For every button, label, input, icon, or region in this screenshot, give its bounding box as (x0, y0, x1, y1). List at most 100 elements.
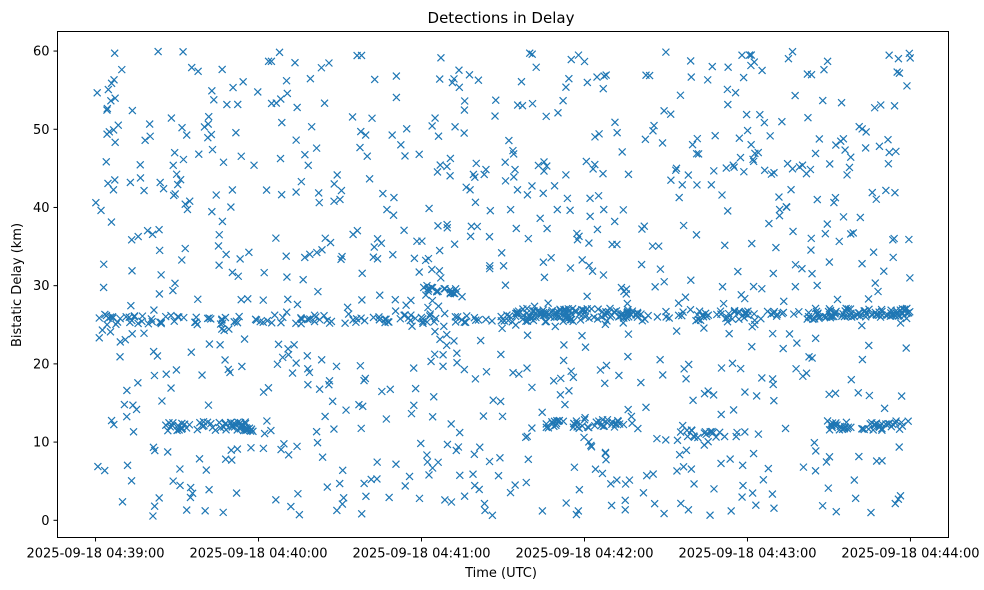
data-point (505, 312, 514, 320)
data-point (844, 305, 853, 313)
data-point (326, 238, 335, 247)
data-point (466, 185, 474, 194)
data-point (186, 483, 195, 492)
data-point (283, 273, 291, 281)
data-point (333, 170, 342, 179)
x-tick-label: 2025-09-18 04:39:00 (26, 547, 164, 562)
data-point (605, 308, 613, 317)
data-point (155, 290, 164, 298)
data-point (580, 415, 589, 424)
data-point (388, 131, 397, 139)
y-axis-title: Bistatic Delay (km) (10, 223, 25, 347)
data-point (128, 329, 137, 338)
data-point (518, 101, 527, 110)
data-point (136, 160, 145, 169)
data-point (837, 98, 846, 107)
data-point (297, 313, 305, 322)
data-point (728, 315, 737, 323)
data-point (425, 471, 433, 479)
data-point (215, 418, 224, 427)
data-point (454, 443, 463, 451)
data-point (95, 314, 104, 322)
data-point (759, 475, 768, 484)
data-point (570, 463, 579, 472)
data-point (572, 229, 581, 238)
data-point (846, 423, 855, 432)
data-point (673, 466, 681, 475)
data-point (485, 264, 494, 273)
data-point (205, 485, 213, 494)
data-point (729, 161, 738, 170)
data-point (553, 205, 562, 214)
data-point (267, 318, 276, 327)
data-point (305, 368, 314, 377)
data-point (497, 312, 506, 321)
data-point (511, 321, 520, 329)
data-point (332, 506, 341, 515)
data-point (315, 198, 324, 207)
data-point (129, 427, 138, 436)
data-point (488, 511, 497, 520)
data-point (612, 419, 620, 428)
data-point (636, 378, 645, 387)
data-point (576, 316, 585, 324)
data-point (680, 364, 689, 373)
data-point (747, 140, 756, 149)
data-point (187, 348, 196, 357)
data-point (501, 281, 510, 290)
data-point (284, 344, 292, 353)
data-point (411, 314, 420, 323)
data-point (104, 85, 113, 94)
data-point (297, 177, 306, 186)
data-point (470, 481, 479, 490)
data-point (149, 306, 158, 314)
data-point (187, 63, 196, 72)
data-point (460, 106, 469, 114)
data-point (215, 230, 224, 239)
data-point (739, 167, 748, 176)
data-point (610, 217, 619, 226)
data-point (200, 123, 209, 131)
data-point (221, 355, 229, 364)
x-axis-title: Time (UTC) (464, 566, 537, 581)
data-point (614, 312, 623, 321)
data-point (656, 355, 665, 364)
chart-title: Detections in Delay (428, 9, 575, 27)
data-point (247, 443, 255, 452)
data-point (175, 465, 184, 473)
data-point (799, 463, 808, 472)
data-point (531, 313, 540, 322)
data-point (185, 197, 194, 206)
data-point (522, 478, 531, 487)
data-point (233, 445, 242, 453)
data-point (895, 443, 904, 451)
data-point (509, 172, 518, 181)
data-point (597, 312, 606, 321)
data-point (443, 223, 452, 232)
data-point (237, 152, 246, 161)
data-point (540, 158, 548, 166)
data-point (312, 144, 321, 153)
data-point (877, 419, 886, 428)
data-point (401, 152, 409, 160)
data-point (601, 448, 610, 457)
data-point (689, 432, 698, 440)
data-point (708, 427, 716, 436)
data-point (617, 283, 626, 292)
data-point (127, 316, 136, 325)
data-point (356, 143, 364, 152)
data-point (736, 364, 745, 373)
data-point (428, 464, 437, 472)
data-point (435, 246, 444, 255)
data-point (357, 51, 366, 60)
data-point (689, 396, 697, 405)
data-point (237, 295, 246, 304)
data-point (831, 141, 840, 150)
data-point (93, 88, 102, 97)
data-point (292, 359, 301, 368)
data-point (100, 310, 109, 319)
data-point (623, 352, 632, 361)
data-point (853, 311, 862, 320)
data-point (126, 301, 135, 310)
data-point (600, 72, 609, 80)
